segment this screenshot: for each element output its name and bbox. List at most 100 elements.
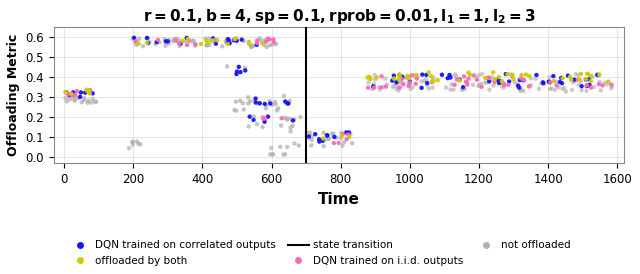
Point [284,101,294,106]
Point [538,80,548,84]
Point [83,99,93,103]
Point [344,130,354,135]
Point [229,108,239,112]
Point [83,101,93,105]
Point [426,74,436,78]
Point [524,84,534,89]
Point [596,88,606,93]
Point [271,42,281,46]
Point [545,87,555,91]
Point [396,79,406,84]
Point [404,84,415,88]
Point [388,85,398,89]
Point [565,75,575,79]
Point [253,101,264,105]
Point [182,43,192,47]
Point [338,132,348,136]
Point [516,76,526,81]
Point [307,138,317,142]
Point [231,36,241,41]
Point [405,87,415,91]
Point [521,72,531,77]
Point [79,98,89,102]
Point [240,68,250,73]
Point [231,109,241,113]
Point [250,96,260,101]
Point [182,36,192,40]
Point [280,116,290,120]
Point [588,75,598,79]
Point [567,88,577,92]
Point [134,41,144,46]
Point [232,72,242,76]
Point [257,41,268,45]
Point [494,81,504,85]
Point [263,36,273,41]
Point [463,76,474,81]
Point [459,74,469,79]
Point [376,85,387,90]
Point [545,80,556,85]
Point [417,86,427,90]
Point [66,92,76,96]
Point [310,132,320,136]
Point [329,141,339,145]
Point [154,40,164,44]
Point [337,133,347,138]
Point [481,76,492,80]
Point [262,45,272,49]
Point [207,39,217,43]
Point [496,79,506,83]
Point [577,88,587,92]
Point [286,117,296,121]
Point [513,82,523,86]
Point [595,80,605,84]
Point [341,130,351,135]
Point [375,87,385,92]
Point [322,133,332,138]
Point [417,72,428,77]
Point [507,74,517,78]
Point [513,84,524,88]
Point [237,101,248,105]
Point [345,132,355,136]
Point [60,90,70,94]
Point [337,144,348,148]
Point [407,85,417,90]
Point [230,36,241,41]
Point [398,82,408,87]
Point [403,84,413,88]
Point [569,78,579,82]
Point [81,87,92,92]
Point [411,75,421,79]
Point [477,85,487,89]
Point [449,87,459,92]
Point [411,73,421,77]
Point [479,80,490,85]
X-axis label: Time: Time [318,192,360,207]
Point [362,75,372,80]
Point [457,88,467,92]
Point [282,145,292,149]
Point [550,79,561,84]
Point [534,87,544,91]
Point [387,78,397,83]
Point [264,37,275,42]
Point [239,107,249,112]
Point [594,72,604,77]
Point [202,40,212,44]
Point [175,44,185,48]
Point [589,85,599,89]
Point [500,72,511,76]
Point [72,89,82,93]
Point [443,76,453,80]
Point [592,73,602,77]
Point [497,79,507,83]
Point [261,39,271,44]
Point [232,39,242,43]
Point [575,77,585,82]
Point [221,39,231,44]
Point [447,82,457,87]
Point [561,89,571,94]
Point [183,37,193,41]
